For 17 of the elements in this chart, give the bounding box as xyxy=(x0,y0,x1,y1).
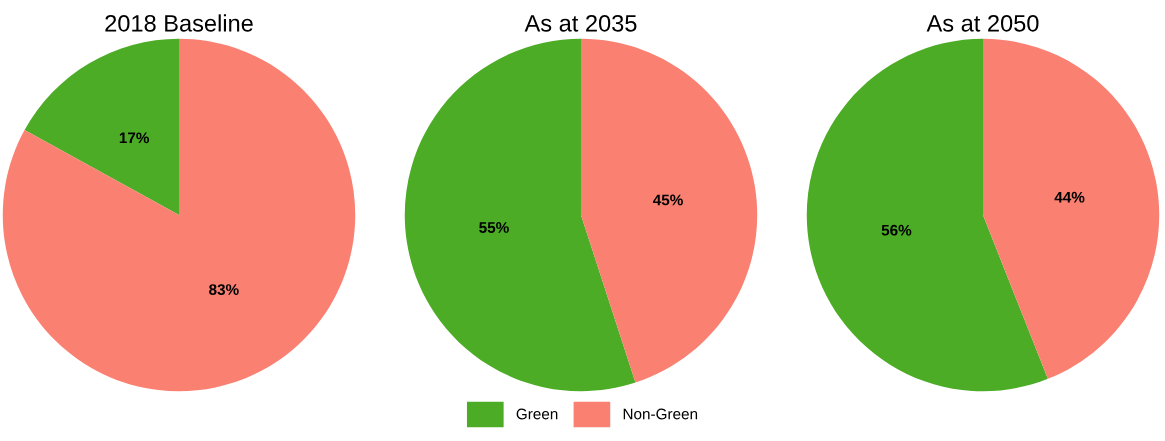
data-label: 45% xyxy=(652,194,683,206)
chart-title: 2018 Baseline xyxy=(105,14,253,32)
legend-label: Non-Green xyxy=(623,408,698,420)
data-label: 56% xyxy=(881,224,912,236)
pie-slice xyxy=(2,38,356,392)
data-label: 55% xyxy=(479,222,509,233)
data-label: 44% xyxy=(1054,191,1085,203)
pie-slice xyxy=(581,38,758,383)
chart-title: As at 2050 xyxy=(926,14,1039,32)
pie-slice xyxy=(24,38,179,215)
data-label: 17% xyxy=(119,132,150,144)
chart-title: As at 2035 xyxy=(524,14,637,32)
pie-slice xyxy=(404,38,636,392)
legend-label: Green xyxy=(516,408,558,420)
pie-slice xyxy=(983,38,1160,379)
pie-slice xyxy=(806,38,1048,392)
data-label: 83% xyxy=(209,284,239,295)
